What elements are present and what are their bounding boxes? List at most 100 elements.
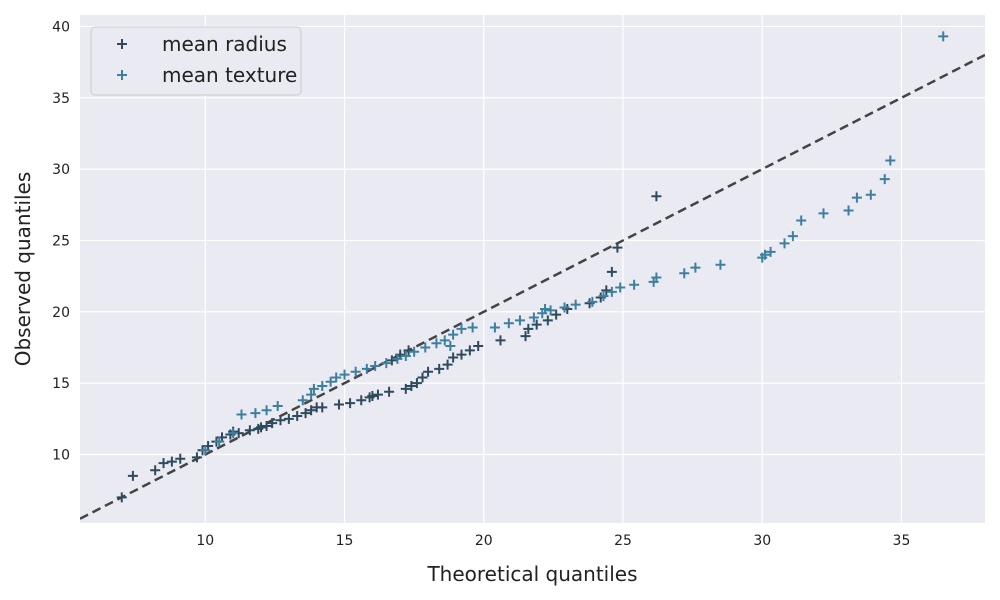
data-point-mean-texture [796,215,807,226]
data-point-mean-texture [587,296,598,307]
y-tick-label: 15 [52,376,70,392]
data-point-mean-texture [865,189,876,200]
data-point-mean-texture [370,361,381,372]
data-point-mean-radius [456,349,467,360]
data-point-mean-radius [333,399,344,410]
data-point-mean-radius [283,413,294,424]
data-point-mean-texture [317,381,328,392]
data-point-mean-texture [331,372,342,383]
data-point-mean-texture [445,341,456,352]
data-point-mean-radius [386,355,397,366]
data-point-mean-radius [345,398,356,409]
data-point-mean-texture [250,408,261,419]
data-point-mean-radius [306,405,317,416]
data-point-mean-texture [308,383,319,394]
data-point-mean-texture [297,395,308,406]
reference-line [80,53,985,520]
data-point-mean-texture [339,369,350,380]
data-point-mean-texture [787,231,798,242]
data-point-mean-texture [456,323,467,334]
data-point-mean-radius [356,395,367,406]
data-point-mean-texture [606,286,617,297]
data-point-mean-radius [127,470,138,481]
data-point-mean-texture [448,329,459,340]
data-point-mean-radius [150,465,161,476]
data-point-mean-radius [116,492,127,503]
x-tick-label: 30 [753,533,771,549]
data-point-mean-texture [381,358,392,369]
data-point-mean-radius [384,386,395,397]
data-point-mean-radius [423,366,434,377]
data-point-mean-radius [551,309,562,320]
data-point-mean-radius [606,266,617,277]
x-tick-label: 20 [475,533,493,549]
x-axis-label: Theoretical quantiles [426,562,637,586]
data-point-mean-texture [236,409,247,420]
data-point-mean-radius [403,345,414,356]
grid-lines [80,15,985,523]
data-point-mean-texture [361,363,372,374]
data-point-mean-texture [843,205,854,216]
data-point-mean-texture [439,335,450,346]
data-point-mean-radius [406,381,417,392]
data-point-mean-texture [503,318,514,329]
data-point-mean-radius [300,408,311,419]
data-point-mean-radius [317,402,328,413]
data-point-mean-texture [489,322,500,333]
x-tick-label: 35 [893,533,911,549]
data-point-mean-texture [690,262,701,273]
legend-label-mean-radius: mean radius [162,32,287,56]
data-point-mean-texture [306,389,317,400]
data-point-mean-texture [879,174,890,185]
data-point-mean-radius [442,359,453,370]
data-point-mean-texture [228,428,239,439]
data-point-mean-texture [629,279,640,290]
data-point-mean-texture [615,282,626,293]
data-point-mean-radius [175,453,186,464]
y-tick-label: 30 [52,162,70,178]
data-point-mean-texture [885,155,896,166]
data-point-mean-radius [417,372,428,383]
data-point-mean-texture [514,315,525,326]
legend-marker-mean-texture [117,70,127,80]
y-tick-label: 35 [52,91,70,107]
tick-labels: 10 15 20 25 30 35 10 15 20 25 30 35 40 [52,19,910,549]
data-point-mean-texture [559,302,570,313]
data-point-mean-texture [765,246,776,257]
legend-label-mean-texture: mean texture [162,63,297,87]
data-point-mean-texture [851,192,862,203]
data-point-mean-texture [540,303,551,314]
data-point-mean-radius [256,422,266,433]
data-points [116,31,949,503]
data-point-mean-texture [392,353,403,364]
data-point-mean-radius [292,410,303,421]
data-point-mean-radius [275,415,286,426]
legend-marker-mean-texture [117,70,127,80]
data-point-mean-texture [651,272,662,283]
data-point-mean-radius [542,315,553,326]
data-point-mean-radius [411,378,422,389]
data-point-mean-texture [214,436,225,447]
data-point-mean-radius [531,319,542,330]
data-point-mean-radius [158,458,169,469]
legend: mean radius mean texture [90,26,302,96]
y-axis-label: Observed quantiles [11,172,35,367]
y-tick-label: 40 [52,19,70,35]
data-point-mean-radius [261,420,272,431]
data-point-mean-texture [779,238,790,249]
data-point-mean-texture [431,338,442,349]
legend-marker-mean-radius [117,39,127,49]
data-point-mean-texture [409,346,420,357]
data-point-mean-radius [520,331,531,342]
y-tick-label: 10 [52,448,70,464]
data-point-mean-radius [651,191,662,202]
data-point-mean-texture [350,366,361,377]
data-point-mean-radius [367,391,378,401]
data-point-mean-texture [598,291,609,302]
data-point-mean-radius [434,363,445,374]
data-point-mean-texture [528,312,539,323]
data-point-mean-texture [760,249,771,260]
data-point-mean-radius [473,341,484,352]
data-point-mean-radius [601,285,612,296]
data-point-mean-texture [679,268,690,279]
